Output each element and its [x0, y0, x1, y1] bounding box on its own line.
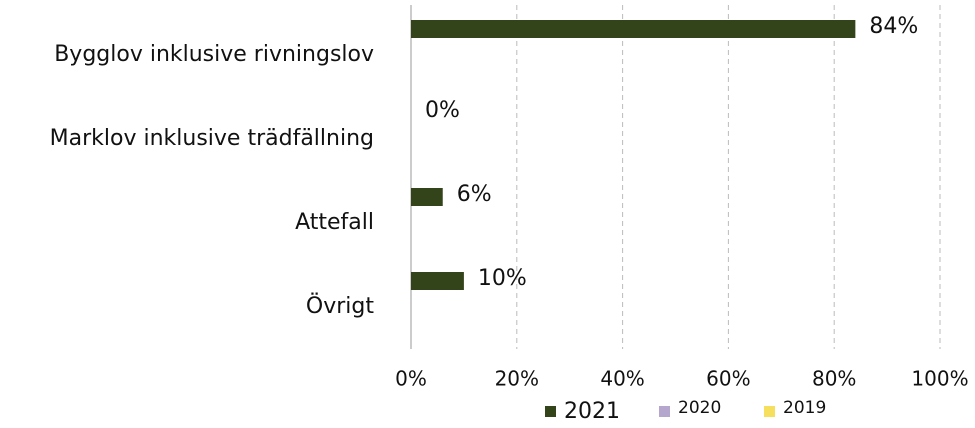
bar — [411, 188, 443, 206]
legend-swatch — [659, 406, 670, 417]
data-label: 0% — [425, 98, 460, 123]
y-tick-label: Marklov inklusive trädfällning — [50, 126, 374, 151]
data-label: 84% — [869, 14, 918, 39]
x-tick-label: 80% — [812, 367, 856, 391]
y-tick-label: Attefall — [295, 210, 374, 235]
bar — [411, 20, 856, 38]
data-label: 6% — [457, 182, 492, 207]
legend-label: 2020 — [678, 398, 721, 418]
x-tick-label: 60% — [706, 367, 750, 391]
y-tick-label: Övrigt — [306, 293, 374, 319]
legend-label: 2019 — [783, 398, 826, 418]
x-tick-label: 100% — [911, 367, 968, 391]
bar — [411, 272, 464, 290]
legend-label: 2021 — [564, 399, 620, 424]
x-tick-label: 20% — [495, 367, 539, 391]
legend-swatch — [545, 406, 556, 417]
data-label: 10% — [478, 266, 527, 291]
x-tick-label: 0% — [395, 367, 427, 391]
x-tick-label: 40% — [600, 367, 644, 391]
y-tick-label: Bygglov inklusive rivningslov — [54, 42, 374, 67]
legend-swatch — [764, 406, 775, 417]
